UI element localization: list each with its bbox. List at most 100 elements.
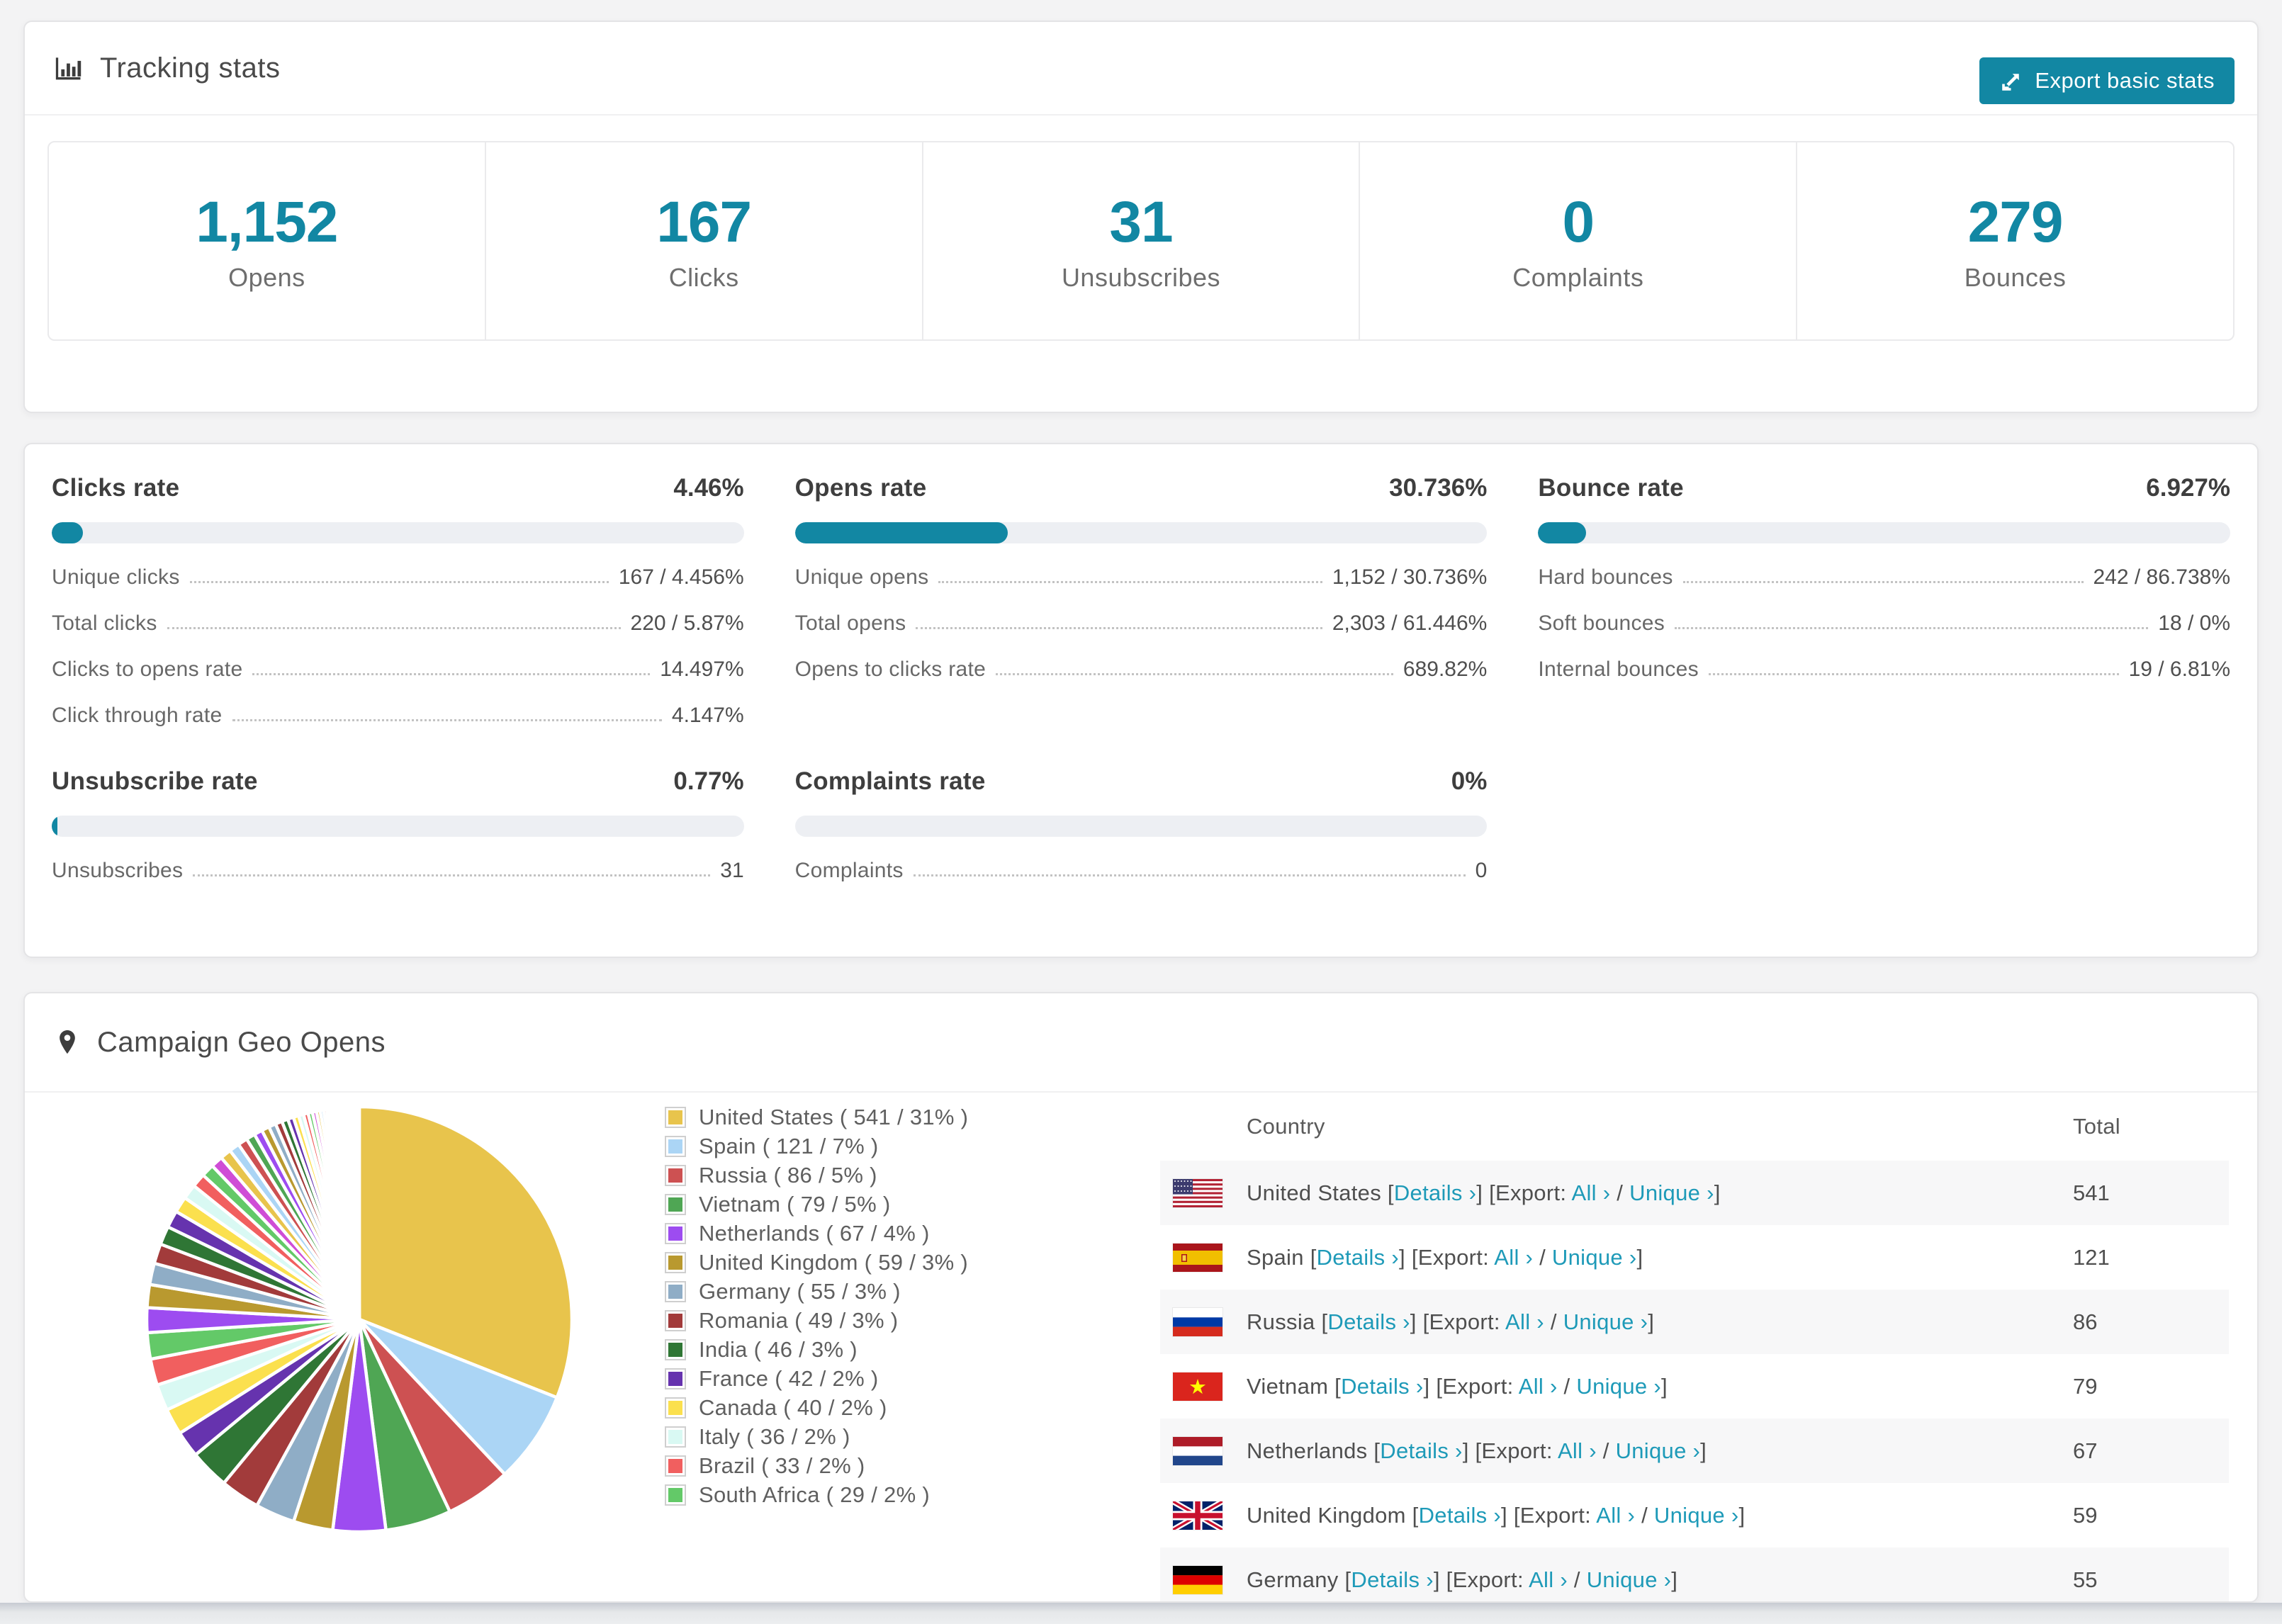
metric-value: 14.497% — [660, 658, 744, 681]
geo-pie-legend: United States ( 541 / 31% ) Spain ( 121 /… — [665, 1103, 968, 1509]
legend-swatch — [665, 1368, 686, 1389]
legend-item: Netherlands ( 67 / 4% ) — [665, 1219, 968, 1248]
legend-label: Spain ( 121 / 7% ) — [699, 1133, 879, 1158]
legend-item: Spain ( 121 / 7% ) — [665, 1132, 968, 1161]
flag-us-icon — [1173, 1178, 1222, 1207]
dotted-leader — [916, 627, 1322, 629]
rate-metric-row: Complaints 0 — [795, 859, 1488, 883]
total-cell: 67 — [2073, 1438, 2098, 1463]
legend-item: Brazil ( 33 / 2% ) — [665, 1451, 968, 1480]
dotted-leader — [1708, 673, 2119, 675]
export-all-link[interactable]: All › — [1505, 1309, 1544, 1334]
export-all-link[interactable]: All › — [1557, 1438, 1597, 1463]
export-all-link[interactable]: All › — [1571, 1180, 1611, 1205]
export-all-link[interactable]: All › — [1494, 1244, 1534, 1270]
pie-slice-united-states[interactable] — [357, 1105, 574, 1399]
rate-metric-row: Total clicks 220 / 5.87% — [52, 611, 744, 636]
flag-nl-icon — [1173, 1436, 1222, 1465]
legend-item: Romania ( 49 / 3% ) — [665, 1306, 968, 1335]
legend-item: South Africa ( 29 / 2% ) — [665, 1480, 968, 1509]
details-link[interactable]: Details › — [1351, 1567, 1434, 1592]
flag-de-icon — [1173, 1565, 1222, 1594]
export-all-link[interactable]: All › — [1518, 1373, 1558, 1399]
export-unique-link[interactable]: Unique › — [1576, 1373, 1661, 1399]
export-unique-link[interactable]: Unique › — [1563, 1309, 1648, 1334]
export-unique-link[interactable]: Unique › — [1586, 1567, 1672, 1592]
metric-value: 4.147% — [671, 704, 744, 727]
legend-swatch — [665, 1309, 686, 1331]
total-cell: 541 — [2073, 1180, 2110, 1205]
table-row-vn: Vietnam [Details ›] [Export: All › / Uni… — [1160, 1354, 2229, 1419]
dotted-leader — [167, 627, 621, 629]
dotted-leader — [996, 673, 1393, 675]
legend-swatch — [665, 1164, 686, 1186]
legend-item: Russia ( 86 / 5% ) — [665, 1161, 968, 1190]
progress-bar-fill — [52, 816, 57, 837]
flag-ru-icon — [1173, 1307, 1222, 1336]
rate-section-header: Unsubscribe rate 0.77% — [52, 767, 744, 796]
rate-value: 6.927% — [2146, 474, 2230, 502]
rate-metric-row: Unique clicks 167 / 4.456% — [52, 565, 744, 590]
stat-value: 167 — [656, 190, 752, 254]
dotted-leader — [232, 719, 662, 721]
dotted-leader — [193, 874, 711, 876]
stat-label: Complaints — [1512, 263, 1644, 292]
export-unique-link[interactable]: Unique › — [1551, 1244, 1637, 1270]
legend-item: India ( 46 / 3% ) — [665, 1335, 968, 1364]
table-row-ru: Russia [Details ›] [Export: All › / Uniq… — [1160, 1290, 2229, 1354]
details-link[interactable]: Details › — [1393, 1180, 1477, 1205]
geo-header: Campaign Geo Opens — [25, 993, 2257, 1093]
rate-metric-row: Unsubscribes 31 — [52, 859, 744, 883]
details-link[interactable]: Details › — [1380, 1438, 1463, 1463]
export-all-link[interactable]: All › — [1529, 1567, 1568, 1592]
progress-bar — [794, 522, 1488, 543]
metric-label: Unique opens — [794, 565, 929, 589]
pie-slice-spain[interactable] — [357, 1317, 559, 1476]
stat-value: 31 — [1109, 190, 1173, 254]
geo-content: United States ( 541 / 31% ) Spain ( 121 /… — [25, 1093, 2257, 1601]
details-link[interactable]: Details › — [1327, 1309, 1410, 1334]
total-cell: 55 — [2073, 1567, 2098, 1592]
page-bottom-scroll-area[interactable] — [0, 1603, 2282, 1624]
metric-value: 2,303 / 61.446% — [1332, 611, 1488, 635]
legend-label: Vietnam ( 79 / 5% ) — [699, 1191, 891, 1217]
table-row-gb: United Kingdom [Details ›] [Export: All … — [1160, 1483, 2229, 1547]
metric-value: 689.82% — [1403, 658, 1488, 681]
rate-metric-row: Opens to clicks rate 689.82% — [795, 658, 1488, 682]
legend-swatch — [665, 1484, 686, 1506]
legend-swatch — [665, 1135, 686, 1157]
metric-label: Hard bounces — [1538, 565, 1673, 589]
export-basic-stats-button[interactable]: Export basic stats — [1979, 57, 2235, 104]
stat-label: Unsubscribes — [1061, 263, 1221, 292]
rates-card: Clicks rate 4.46% Unique clicks 167 / 4.456… — [23, 443, 2259, 958]
export-unique-link[interactable]: Unique › — [1615, 1438, 1701, 1463]
export-unique-link[interactable]: Unique › — [1629, 1180, 1714, 1205]
country-cell: United Kingdom [Details ›] [Export: All … — [1247, 1502, 1746, 1528]
rate-metric-row: Clicks to opens rate 14.497% — [52, 658, 744, 682]
flag-ru-icon — [1173, 1307, 1222, 1336]
details-link[interactable]: Details › — [1316, 1244, 1400, 1270]
export-all-link[interactable]: All › — [1596, 1502, 1636, 1528]
export-unique-link[interactable]: Unique › — [1653, 1502, 1739, 1528]
details-link[interactable]: Details › — [1418, 1502, 1502, 1528]
country-cell: Spain [Details ›] [Export: All › / Uniqu… — [1247, 1244, 1643, 1270]
metric-label: Soft bounces — [1538, 611, 1665, 635]
country-cell: Netherlands [Details ›] [Export: All › /… — [1247, 1438, 1707, 1463]
stat-value: 0 — [1562, 190, 1595, 254]
dotted-leader — [1675, 627, 2149, 629]
legend-label: Germany ( 55 / 3% ) — [699, 1278, 901, 1304]
table-row-de: Germany [Details ›] [Export: All › / Uni… — [1160, 1547, 2229, 1601]
details-link[interactable]: Details › — [1341, 1373, 1424, 1399]
metric-value: 167 / 4.456% — [618, 565, 744, 589]
rate-metric-row: Unique opens 1,152 / 30.736% — [795, 565, 1488, 590]
tracking-stats-header: Tracking stats Export basic stats — [25, 22, 2257, 115]
metric-value: 220 / 5.87% — [630, 611, 744, 635]
bar-chart-icon — [53, 52, 84, 84]
stat-cell: 167 Clicks — [486, 142, 923, 339]
metric-label: Internal bounces — [1538, 658, 1699, 681]
geo-title: Campaign Geo Opens — [97, 1026, 386, 1058]
rate-section-opens-rate: Opens rate 30.736% Unique opens 1,152 / 30.… — [794, 474, 1488, 728]
legend-swatch — [665, 1397, 686, 1419]
export-icon — [1999, 68, 2025, 94]
